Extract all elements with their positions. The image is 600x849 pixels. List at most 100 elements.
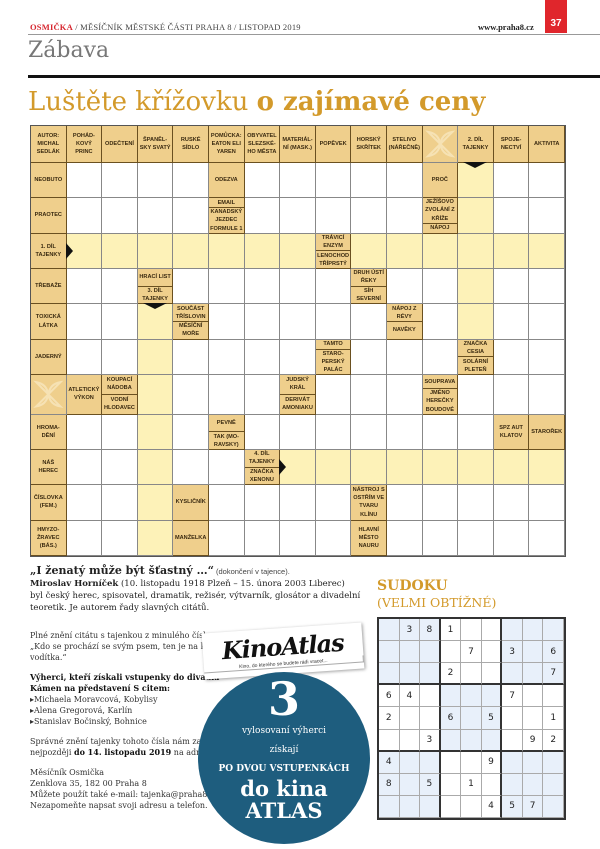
sudoku-cell[interactable] [440, 773, 462, 796]
crossword-cell[interactable] [102, 485, 138, 521]
crossword-cell[interactable] [529, 485, 565, 521]
solution-cell[interactable] [386, 233, 423, 270]
sudoku-cell[interactable] [440, 795, 462, 818]
crossword-cell[interactable] [280, 520, 316, 556]
crossword-cell[interactable] [280, 269, 316, 305]
crossword-cell[interactable] [386, 163, 423, 199]
sudoku-cell[interactable] [379, 729, 400, 752]
sudoku-cell[interactable] [461, 729, 482, 752]
crossword-cell[interactable] [529, 375, 565, 415]
crossword-cell[interactable] [66, 485, 103, 521]
solution-cell[interactable] [137, 375, 174, 415]
sudoku-cell[interactable] [543, 619, 564, 642]
crossword-cell[interactable] [351, 339, 387, 376]
crossword-cell[interactable] [422, 339, 459, 376]
sudoku-cell[interactable] [481, 729, 503, 752]
sudoku-cell[interactable] [399, 795, 421, 818]
crossword-cell[interactable] [66, 198, 103, 234]
solution-cell[interactable] [458, 233, 494, 270]
crossword-cell[interactable] [173, 198, 209, 234]
crossword-cell[interactable] [66, 269, 103, 305]
sudoku-cell[interactable] [543, 795, 564, 818]
crossword-cell[interactable] [315, 269, 352, 305]
crossword-cell[interactable] [315, 304, 352, 340]
crossword-cell[interactable] [102, 449, 138, 486]
crossword-cell[interactable] [208, 304, 245, 340]
sudoku-cell[interactable] [502, 773, 523, 796]
solution-cell[interactable] [244, 233, 281, 270]
crossword-cell[interactable] [280, 163, 316, 199]
solution-cell[interactable] [422, 449, 459, 486]
crossword-cell[interactable] [386, 198, 423, 234]
sudoku-cell[interactable] [461, 619, 482, 642]
crossword-cell[interactable] [208, 485, 245, 521]
sudoku-cell[interactable] [440, 641, 462, 664]
crossword-cell[interactable] [386, 269, 423, 305]
crossword-cell[interactable] [351, 414, 387, 450]
solution-cell[interactable] [458, 449, 494, 486]
crossword-cell[interactable] [102, 198, 138, 234]
solution-cell[interactable] [279, 449, 316, 486]
sudoku-cell[interactable] [461, 795, 482, 818]
crossword-cell[interactable] [244, 304, 281, 340]
crossword-cell[interactable] [529, 163, 565, 199]
solution-cell[interactable] [493, 233, 530, 270]
crossword-cell[interactable] [173, 339, 209, 376]
solution-cell[interactable] [351, 233, 387, 270]
sudoku-cell[interactable] [522, 663, 544, 686]
solution-cell[interactable] [65, 233, 103, 270]
crossword-cell[interactable] [529, 269, 565, 305]
crossword-cell[interactable] [458, 485, 494, 521]
sudoku-cell[interactable] [399, 663, 421, 686]
sudoku-cell[interactable] [379, 619, 400, 642]
sudoku-cell[interactable] [461, 751, 482, 774]
crossword-cell[interactable] [244, 520, 281, 556]
crossword-cell[interactable] [244, 375, 281, 415]
sudoku-cell[interactable] [481, 685, 503, 708]
sudoku-cell[interactable] [461, 663, 482, 686]
crossword-cell[interactable] [493, 304, 530, 340]
solution-cell[interactable] [458, 304, 494, 340]
crossword-cell[interactable] [102, 304, 138, 340]
crossword-cell[interactable] [66, 339, 103, 376]
crossword-cell[interactable] [386, 339, 423, 376]
crossword-cell[interactable] [173, 163, 209, 199]
solution-cell[interactable] [422, 233, 459, 270]
solution-cell[interactable] [137, 449, 174, 486]
crossword-cell[interactable] [173, 375, 209, 415]
crossword-cell[interactable] [173, 269, 209, 305]
sudoku-cell[interactable] [502, 663, 523, 686]
sudoku-cell[interactable] [502, 619, 523, 642]
crossword-cell[interactable] [458, 414, 494, 450]
sudoku-cell[interactable] [502, 729, 523, 752]
solution-cell[interactable] [173, 233, 209, 270]
crossword-cell[interactable] [280, 198, 316, 234]
solution-cell[interactable] [137, 414, 174, 450]
sudoku-cell[interactable] [399, 773, 421, 796]
crossword-cell[interactable] [66, 304, 103, 340]
crossword-cell[interactable] [66, 520, 103, 556]
solution-cell[interactable] [137, 303, 174, 340]
sudoku-cell[interactable] [481, 619, 503, 642]
sudoku-cell[interactable] [420, 707, 441, 730]
crossword-cell[interactable] [422, 485, 459, 521]
crossword-cell[interactable] [493, 198, 530, 234]
crossword-cell[interactable] [102, 339, 138, 376]
crossword-cell[interactable] [422, 304, 459, 340]
crossword-cell[interactable] [422, 414, 459, 450]
sudoku-cell[interactable] [522, 619, 544, 642]
crossword-cell[interactable] [173, 414, 209, 450]
crossword-cell[interactable] [208, 339, 245, 376]
sudoku-cell[interactable] [420, 641, 441, 664]
crossword-cell[interactable] [386, 485, 423, 521]
crossword-cell[interactable] [208, 449, 245, 486]
sudoku-cell[interactable] [481, 663, 503, 686]
sudoku-cell[interactable] [399, 751, 421, 774]
solution-cell[interactable] [529, 449, 565, 486]
crossword-cell[interactable] [529, 339, 565, 376]
solution-cell[interactable] [493, 449, 530, 486]
crossword-cell[interactable] [244, 339, 281, 376]
crossword-cell[interactable] [458, 520, 494, 556]
website-link[interactable]: www.praha8.cz [478, 22, 534, 32]
crossword-cell[interactable] [244, 414, 281, 450]
